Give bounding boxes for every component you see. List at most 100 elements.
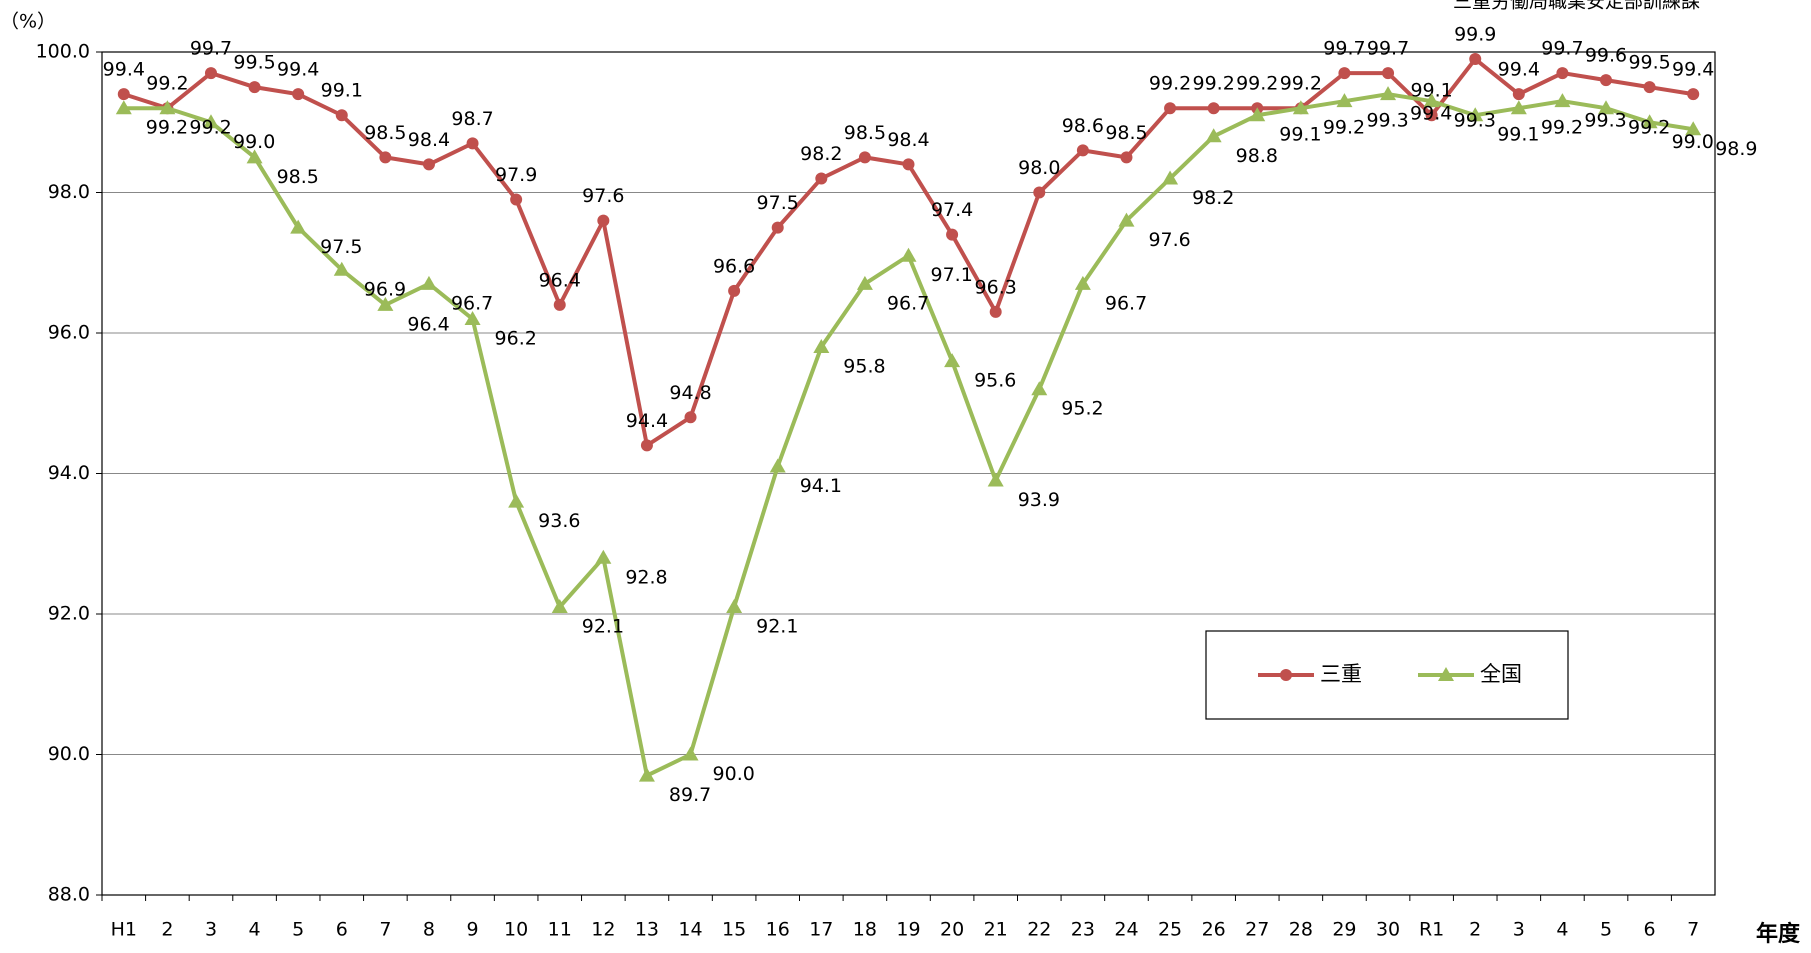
data-label: 99.5	[1628, 52, 1670, 74]
point	[1382, 67, 1395, 80]
y-tick-label: 88.0	[48, 884, 90, 906]
data-label: 99.1	[1279, 124, 1321, 146]
data-label: 96.7	[887, 292, 929, 314]
point	[379, 151, 392, 164]
y-tick-label: 90.0	[48, 743, 90, 765]
data-label: 92.8	[625, 566, 667, 588]
x-label: 年度	[1756, 921, 1801, 947]
data-label: 99.0	[1672, 131, 1714, 153]
x-tick-label: 17	[809, 919, 833, 941]
point	[115, 100, 132, 115]
point	[1467, 107, 1484, 122]
x-tick-label: 11	[548, 919, 572, 941]
x-tick-label: 18	[853, 919, 877, 941]
legend-label: 全国	[1480, 662, 1522, 686]
point	[989, 305, 1002, 318]
data-label: 99.4	[1672, 59, 1714, 81]
point	[464, 310, 481, 325]
x-tick-label: 13	[635, 919, 659, 941]
point	[771, 221, 784, 234]
x-tick-label: 15	[722, 919, 746, 941]
x-tick-label: 2	[1469, 919, 1481, 941]
data-label: 99.7	[1323, 38, 1365, 60]
point	[553, 298, 566, 311]
point	[684, 411, 697, 424]
data-label: 96.4	[407, 313, 449, 335]
x-tick-label: 4	[249, 919, 261, 941]
y-tick-label: 94.0	[48, 462, 90, 484]
x-tick-label: 6	[1644, 919, 1656, 941]
point	[1031, 381, 1048, 396]
x-tick-label: R1	[1419, 919, 1444, 941]
data-label: 99.2	[1541, 117, 1583, 139]
point	[900, 247, 917, 262]
data-label: 98.5	[844, 122, 886, 144]
point	[1598, 100, 1615, 115]
y-tick-label: 100.0	[36, 41, 90, 63]
source: 三重労働局職業安定部訓練課	[1453, 0, 1700, 13]
x-tick-label: 25	[1158, 919, 1182, 941]
point	[292, 88, 305, 101]
point	[422, 158, 435, 171]
data-label: 98.6	[1062, 115, 1104, 137]
data-label: 98.0	[1018, 157, 1060, 179]
point	[946, 228, 959, 241]
legend-item: 三重	[1258, 662, 1362, 686]
data-label: 95.2	[1061, 398, 1103, 420]
data-label: 99.7	[1367, 38, 1409, 60]
x-tick-label: 3	[205, 919, 217, 941]
data-label: 96.2	[495, 327, 537, 349]
point	[1162, 170, 1179, 185]
point	[117, 88, 130, 101]
data-label: 96.4	[539, 269, 581, 291]
data-label: 98.7	[451, 108, 493, 130]
series	[117, 53, 1700, 452]
data-label: 94.4	[626, 410, 668, 432]
point	[987, 472, 1004, 487]
x-tick-label: 7	[1687, 919, 1699, 941]
data-label: 98.5	[277, 166, 319, 188]
point	[1205, 128, 1222, 143]
legend-item: 全国	[1418, 662, 1522, 686]
data-label: 98.4	[408, 129, 450, 151]
point	[1033, 186, 1046, 199]
data-label: 98.2	[1192, 187, 1234, 209]
data-label: 99.1	[321, 80, 363, 102]
point	[640, 439, 653, 452]
x-tick-label: 8	[423, 919, 435, 941]
data-label: 99.2	[1628, 117, 1670, 139]
data-label: 98.4	[887, 129, 929, 151]
point	[202, 114, 219, 129]
point	[333, 261, 350, 276]
point	[769, 458, 786, 473]
x-tick-label: 7	[379, 919, 391, 941]
point	[1292, 100, 1309, 115]
point	[726, 598, 743, 613]
point	[1512, 88, 1525, 101]
x-tick-label: 4	[1556, 919, 1568, 941]
x-tick-label: 5	[292, 919, 304, 941]
x-tick-label: 3	[1513, 919, 1525, 941]
point	[1336, 93, 1353, 108]
data-label: 96.3	[975, 276, 1017, 298]
data-label: 95.6	[974, 370, 1016, 392]
x-tick-label: 12	[591, 919, 615, 941]
point	[159, 100, 176, 115]
plot-frame	[101, 51, 1716, 896]
data-label: 98.2	[800, 143, 842, 165]
point	[1641, 114, 1658, 129]
data-label: 92.1	[582, 615, 624, 637]
data-label: 93.6	[538, 510, 580, 532]
data-label: 92.1	[756, 615, 798, 637]
point	[204, 67, 217, 80]
x-tick-label: 10	[504, 919, 528, 941]
data-label: 94.8	[669, 382, 711, 404]
data-label: 99.2	[146, 117, 188, 139]
point	[1118, 212, 1135, 227]
legend-label: 三重	[1320, 662, 1362, 686]
x-tick-label: 22	[1027, 919, 1051, 941]
data-label: 99.3	[1366, 110, 1408, 132]
point	[1469, 53, 1482, 66]
data-label: 96.9	[364, 278, 406, 300]
data-label: 99.2	[1236, 73, 1278, 95]
